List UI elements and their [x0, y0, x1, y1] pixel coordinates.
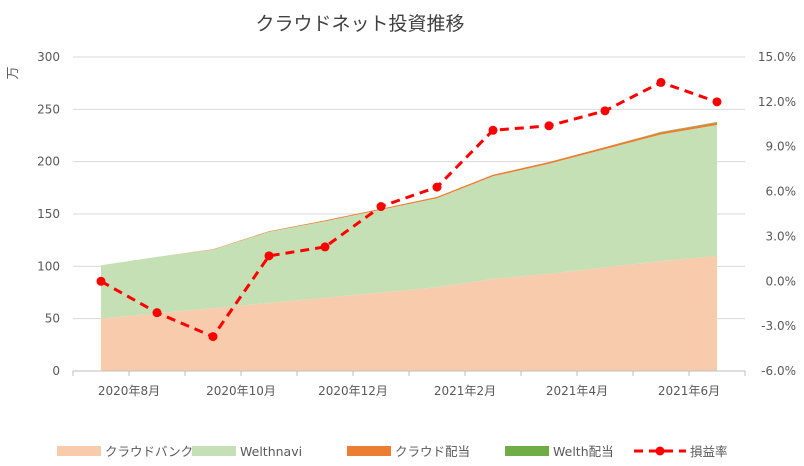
- y-tick-label: 200: [37, 155, 60, 169]
- legend-swatch: [192, 446, 236, 456]
- y2-tick-label: 0.0%: [766, 274, 797, 288]
- line-series: [96, 77, 722, 342]
- legend-label: 損益率: [690, 444, 728, 459]
- data-point: [544, 121, 554, 131]
- y2-tick-label: 15.0%: [758, 50, 796, 64]
- y-tick-label: 0: [52, 364, 60, 378]
- data-point: [208, 332, 218, 342]
- axes: 0 50 100 150 200 250 300 -6.0% -3.0% 0.0% 3.0% 6.0%…: [37, 50, 796, 398]
- legend-swatch: [505, 446, 549, 456]
- data-point: [96, 276, 106, 286]
- y-tick-label: 300: [37, 50, 60, 64]
- y2-tick-label: 9.0%: [766, 140, 797, 154]
- legend-label: クラウド配当: [395, 444, 470, 459]
- data-point: [320, 242, 330, 252]
- x-tick-label: 2021年6月: [658, 384, 720, 398]
- x-tick-label: 2020年12月: [318, 384, 388, 398]
- data-point: [712, 97, 722, 107]
- legend-marker: [655, 446, 665, 456]
- data-point: [264, 251, 274, 261]
- area-クラウドバンク: [101, 255, 717, 371]
- x-tick-label: 2021年4月: [546, 384, 608, 398]
- legend-label: Welth配当: [553, 444, 614, 459]
- y-tick-label: 150: [37, 207, 60, 221]
- area-series: [101, 122, 717, 371]
- y2-tick-label: 6.0%: [766, 185, 797, 199]
- y-tick-label: 100: [37, 259, 60, 273]
- legend-swatch: [57, 446, 101, 456]
- y2-tick-label: -6.0%: [761, 364, 796, 378]
- y-tick-label: 250: [37, 102, 60, 116]
- y-tick-label: 50: [45, 312, 60, 326]
- legend-label: Welthnavi: [240, 444, 302, 459]
- y2-tick-label: 12.0%: [758, 95, 796, 109]
- y2-tick-label: -3.0%: [761, 319, 796, 333]
- chart-title: クラウドネット投資推移: [255, 13, 464, 35]
- data-point: [432, 182, 442, 192]
- legend-label: クラウドバンク: [105, 444, 193, 459]
- x-tick-label: 2020年10月: [206, 384, 276, 398]
- data-point: [376, 202, 386, 212]
- data-point: [152, 308, 162, 318]
- y2-tick-label: 3.0%: [766, 229, 797, 243]
- x-tick-label: 2021年2月: [434, 384, 496, 398]
- area-Welthnavi: [101, 125, 717, 319]
- data-point: [488, 125, 498, 135]
- line-損益率: [100, 80, 718, 339]
- data-point: [656, 77, 666, 87]
- y-axis-unit: 万: [6, 66, 21, 79]
- data-point: [600, 106, 610, 116]
- legend-swatch: [347, 446, 391, 456]
- x-tick-label: 2020年8月: [98, 384, 160, 398]
- legend: クラウドバンク Welthnavi クラウド配当 Welth配当 損益率: [57, 444, 728, 459]
